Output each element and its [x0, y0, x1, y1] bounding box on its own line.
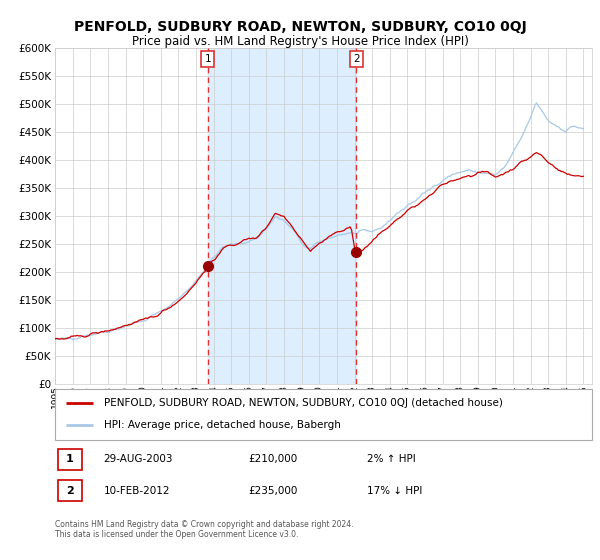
Text: Price paid vs. HM Land Registry's House Price Index (HPI): Price paid vs. HM Land Registry's House … — [131, 35, 469, 48]
Text: 10-FEB-2012: 10-FEB-2012 — [104, 486, 170, 496]
Text: PENFOLD, SUDBURY ROAD, NEWTON, SUDBURY, CO10 0QJ (detached house): PENFOLD, SUDBURY ROAD, NEWTON, SUDBURY, … — [104, 398, 502, 408]
Text: 2: 2 — [66, 486, 74, 496]
Text: PENFOLD, SUDBURY ROAD, NEWTON, SUDBURY, CO10 0QJ: PENFOLD, SUDBURY ROAD, NEWTON, SUDBURY, … — [74, 20, 526, 34]
Text: £235,000: £235,000 — [248, 486, 298, 496]
Text: 1: 1 — [66, 454, 74, 464]
Bar — [208, 48, 356, 384]
FancyBboxPatch shape — [58, 449, 82, 470]
Text: 2% ↑ HPI: 2% ↑ HPI — [367, 454, 415, 464]
Text: 29-AUG-2003: 29-AUG-2003 — [104, 454, 173, 464]
Text: 17% ↓ HPI: 17% ↓ HPI — [367, 486, 422, 496]
Text: 2: 2 — [353, 54, 360, 64]
Text: HPI: Average price, detached house, Babergh: HPI: Average price, detached house, Babe… — [104, 421, 340, 431]
Text: £210,000: £210,000 — [248, 454, 298, 464]
FancyBboxPatch shape — [55, 389, 592, 440]
Text: 1: 1 — [205, 54, 211, 64]
Text: Contains HM Land Registry data © Crown copyright and database right 2024.
This d: Contains HM Land Registry data © Crown c… — [55, 520, 354, 539]
FancyBboxPatch shape — [58, 480, 82, 501]
